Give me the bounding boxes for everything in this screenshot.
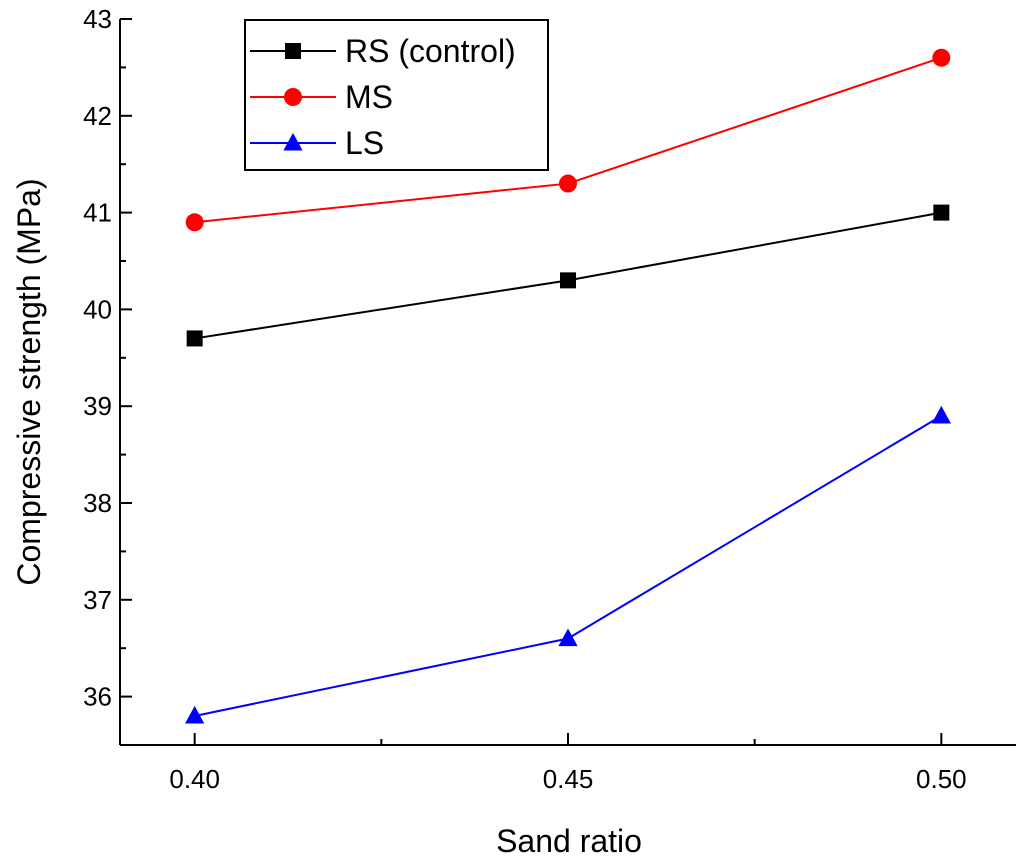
y-axis: 36 37 38 39 40 41 42 43 [83, 4, 132, 746]
legend-marker [283, 132, 303, 151]
x-tick-label: 0.50 [916, 764, 967, 794]
x-tick-label: 0.45 [543, 764, 594, 794]
series-ms [185, 48, 951, 232]
data-point [559, 174, 577, 193]
legend-label: MS [345, 79, 393, 115]
legend-item: MS [250, 79, 393, 115]
legend: RS (control) MS LS [244, 19, 549, 171]
y-tick-label: 41 [83, 198, 112, 228]
y-tick-label: 36 [83, 682, 112, 712]
legend-label: LS [345, 125, 384, 161]
series-rs-control [186, 204, 950, 347]
data-point [185, 705, 205, 724]
data-point [931, 405, 951, 424]
data-point [560, 272, 576, 289]
y-tick-label: 42 [83, 101, 112, 131]
x-axis: 0.40 0.45 0.50 [169, 733, 967, 794]
data-point [185, 213, 204, 232]
legend-item: RS (control) [250, 33, 516, 69]
data-point [932, 48, 951, 67]
legend-marker [284, 88, 302, 106]
legend-item: LS [250, 125, 384, 161]
data-point [558, 628, 578, 647]
y-tick-label: 37 [83, 585, 112, 615]
series-layer [185, 48, 951, 724]
y-tick-label: 38 [83, 488, 112, 518]
legend-label: RS (control) [345, 33, 516, 69]
series-line [194, 415, 942, 717]
y-axis-title: Compressive strength (MPa) [11, 178, 47, 585]
x-tick-label: 0.40 [169, 764, 220, 794]
x-axis-title: Sand ratio [496, 823, 642, 859]
legend-marker [285, 43, 301, 59]
y-tick-label: 39 [83, 391, 112, 421]
y-tick-label: 40 [83, 294, 112, 324]
series-ls [185, 405, 951, 724]
data-point [933, 204, 950, 221]
data-point [186, 330, 203, 347]
y-tick-label: 43 [83, 4, 112, 34]
